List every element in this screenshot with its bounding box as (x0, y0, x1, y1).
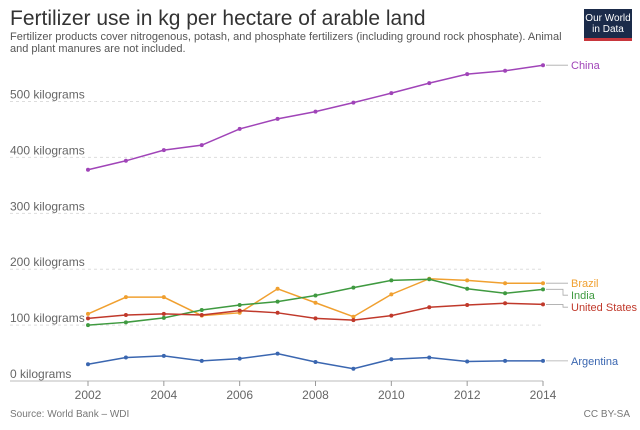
x-tick-label: 2008 (302, 388, 329, 402)
axes: 0 kilograms 100 kilograms 200 kilograms 300… (10, 88, 557, 402)
data-point-brazil (313, 300, 318, 305)
data-point-china (503, 68, 508, 73)
series-line-brazil (87, 277, 543, 318)
legend-label-brazil: Brazil (571, 278, 599, 290)
series-lines (86, 63, 545, 371)
legend-label-united-states: United States (571, 302, 638, 314)
data-point-china (237, 126, 242, 131)
data-point-india (199, 308, 204, 313)
data-point-united-states (123, 313, 128, 318)
data-point-united-states (86, 316, 90, 321)
legend-connector-india (546, 288, 568, 296)
data-point-china (275, 116, 280, 121)
data-point-india (86, 323, 90, 328)
data-point-united-states (237, 308, 242, 313)
data-point-argentina (237, 356, 242, 361)
data-point-argentina (161, 353, 166, 358)
data-point-argentina (199, 358, 204, 363)
data-point-india (123, 320, 128, 325)
data-point-china (389, 91, 394, 96)
series-line-china (87, 64, 544, 171)
data-point-india (541, 287, 545, 292)
data-point-brazil (541, 281, 545, 286)
data-point-china (313, 109, 318, 114)
data-point-united-states (427, 305, 432, 310)
logo-line-2: in Data (592, 24, 624, 35)
y-tick-label: 500 kilograms (10, 88, 85, 102)
x-tick-label: 2014 (530, 388, 557, 402)
data-point-india (313, 293, 318, 298)
data-point-argentina (123, 355, 128, 360)
data-point-brazil (275, 286, 280, 291)
x-tick-label: 2010 (378, 388, 405, 402)
data-point-china (123, 158, 128, 163)
data-point-china (199, 143, 204, 148)
source-note[interactable]: Source: World Bank – WDI (10, 409, 130, 420)
data-point-brazil (351, 314, 356, 319)
data-point-argentina (351, 366, 356, 371)
data-point-brazil (123, 295, 128, 300)
data-point-argentina (389, 357, 394, 362)
data-point-brazil (161, 295, 166, 300)
data-point-united-states (313, 316, 318, 321)
x-tick-label: 2004 (150, 388, 177, 402)
chart-subtitle: Fertilizer products cover nitrogenous, p… (10, 31, 562, 55)
gridlines (10, 101, 543, 382)
data-point-united-states (465, 302, 470, 307)
data-point-india (161, 315, 166, 320)
y-tick-label: 300 kilograms (10, 199, 85, 213)
data-point-india (351, 285, 356, 290)
data-point-china (351, 100, 356, 105)
chart-title: Fertilizer use in kg per hectare of arab… (10, 7, 426, 30)
data-point-argentina (427, 355, 432, 360)
legend-label-argentina: Argentina (571, 356, 619, 368)
data-point-united-states (161, 311, 166, 316)
legend-connector-united-states (546, 304, 568, 308)
data-point-china (465, 72, 470, 77)
data-point-united-states (275, 310, 280, 315)
data-point-china (427, 81, 432, 86)
y-tick-label: 0 kilograms (10, 367, 71, 381)
data-point-argentina (541, 358, 545, 363)
data-point-brazil (503, 281, 508, 286)
data-point-brazil (465, 278, 470, 283)
data-point-china (161, 148, 166, 153)
data-point-india (503, 291, 508, 296)
data-point-china (541, 63, 545, 68)
data-point-argentina (313, 359, 318, 364)
legend-label-india: India (571, 290, 596, 302)
y-tick-label: 100 kilograms (10, 311, 85, 325)
data-point-argentina (275, 351, 280, 356)
data-point-argentina (503, 358, 508, 363)
data-point-india (465, 286, 470, 291)
data-point-united-states (503, 301, 508, 306)
data-point-china (86, 167, 90, 172)
data-point-india (389, 278, 394, 283)
y-tick-label: 200 kilograms (10, 255, 85, 269)
data-point-india (427, 277, 432, 282)
data-point-united-states (389, 313, 394, 318)
data-point-united-states (351, 318, 356, 323)
data-point-brazil (86, 311, 90, 316)
data-point-argentina (86, 362, 90, 367)
our-world-in-data-logo[interactable]: Our World in Data (584, 9, 632, 41)
logo-line-1: Our World (585, 13, 631, 24)
license-link[interactable]: CC BY-SA (583, 409, 630, 420)
y-tick-label: 400 kilograms (10, 143, 85, 157)
data-point-brazil (389, 292, 394, 297)
data-point-united-states (199, 313, 204, 318)
data-point-argentina (465, 359, 470, 364)
data-point-india (275, 299, 280, 304)
data-point-india (237, 302, 242, 307)
legend-label-china: China (571, 60, 601, 72)
data-point-united-states (541, 302, 545, 307)
x-tick-label: 2006 (226, 388, 253, 402)
x-tick-label: 2002 (75, 388, 102, 402)
x-tick-label: 2012 (454, 388, 481, 402)
